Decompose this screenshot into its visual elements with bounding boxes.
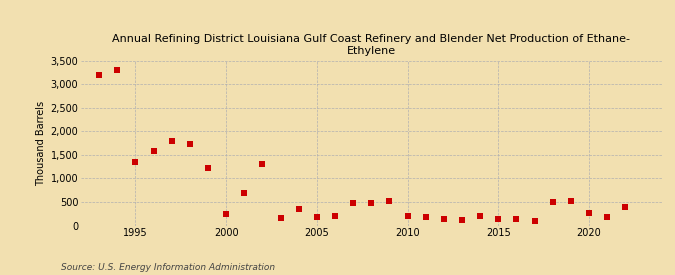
Point bbox=[493, 217, 504, 222]
Point bbox=[94, 72, 105, 77]
Point bbox=[620, 205, 630, 209]
Point bbox=[166, 138, 177, 143]
Point bbox=[456, 218, 467, 222]
Y-axis label: Thousand Barrels: Thousand Barrels bbox=[36, 100, 46, 186]
Point bbox=[439, 217, 450, 222]
Point bbox=[202, 166, 213, 170]
Point bbox=[366, 201, 377, 205]
Point bbox=[311, 215, 322, 219]
Point bbox=[421, 215, 431, 220]
Point bbox=[583, 211, 594, 215]
Point bbox=[329, 213, 340, 218]
Point bbox=[257, 162, 268, 166]
Point bbox=[547, 200, 558, 204]
Point bbox=[384, 199, 395, 204]
Point bbox=[348, 201, 358, 205]
Point bbox=[529, 219, 540, 223]
Point bbox=[148, 149, 159, 153]
Point bbox=[402, 214, 413, 218]
Point bbox=[601, 215, 612, 219]
Point bbox=[275, 216, 286, 220]
Point bbox=[130, 160, 141, 164]
Point bbox=[221, 211, 232, 216]
Point bbox=[112, 68, 123, 72]
Point bbox=[293, 207, 304, 212]
Point bbox=[511, 217, 522, 222]
Point bbox=[475, 214, 485, 218]
Point bbox=[239, 191, 250, 196]
Point bbox=[566, 199, 576, 204]
Point bbox=[184, 142, 195, 147]
Text: Source: U.S. Energy Information Administration: Source: U.S. Energy Information Administ… bbox=[61, 263, 275, 272]
Title: Annual Refining District Louisiana Gulf Coast Refinery and Blender Net Productio: Annual Refining District Louisiana Gulf … bbox=[112, 34, 630, 56]
